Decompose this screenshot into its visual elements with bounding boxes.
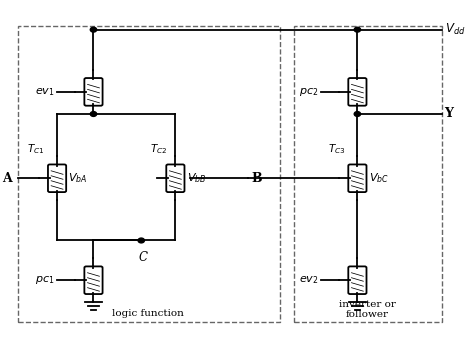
Text: B: B — [252, 172, 263, 185]
Text: $pc_1$: $pc_1$ — [36, 274, 55, 286]
Text: logic function: logic function — [112, 309, 184, 318]
Text: $V_{bC}$: $V_{bC}$ — [369, 171, 389, 185]
Text: $V_{bA}$: $V_{bA}$ — [68, 171, 88, 185]
FancyBboxPatch shape — [84, 266, 102, 294]
Text: C: C — [139, 251, 148, 264]
FancyBboxPatch shape — [348, 266, 366, 294]
FancyBboxPatch shape — [348, 165, 366, 192]
Circle shape — [90, 112, 97, 116]
Circle shape — [90, 27, 97, 32]
Circle shape — [138, 238, 145, 243]
Text: $ev_1$: $ev_1$ — [35, 86, 55, 98]
Text: Y: Y — [444, 108, 453, 121]
Text: inverter or
follower: inverter or follower — [339, 300, 396, 319]
FancyBboxPatch shape — [348, 78, 366, 106]
Text: $V_{dd}$: $V_{dd}$ — [445, 22, 466, 37]
Text: $T_{C2}$: $T_{C2}$ — [150, 142, 168, 156]
FancyBboxPatch shape — [166, 165, 184, 192]
FancyBboxPatch shape — [84, 78, 102, 106]
Text: $ev_2$: $ev_2$ — [299, 274, 319, 286]
Text: $pc_2$: $pc_2$ — [300, 86, 319, 98]
Text: $T_{C3}$: $T_{C3}$ — [328, 142, 345, 156]
Text: $V_{bB}$: $V_{bB}$ — [187, 171, 206, 185]
Circle shape — [354, 112, 361, 116]
Text: A: A — [2, 172, 11, 185]
Text: $T_{C1}$: $T_{C1}$ — [27, 142, 45, 156]
Circle shape — [354, 27, 361, 32]
Bar — [294, 26, 442, 322]
Bar — [18, 26, 280, 322]
FancyBboxPatch shape — [48, 165, 66, 192]
